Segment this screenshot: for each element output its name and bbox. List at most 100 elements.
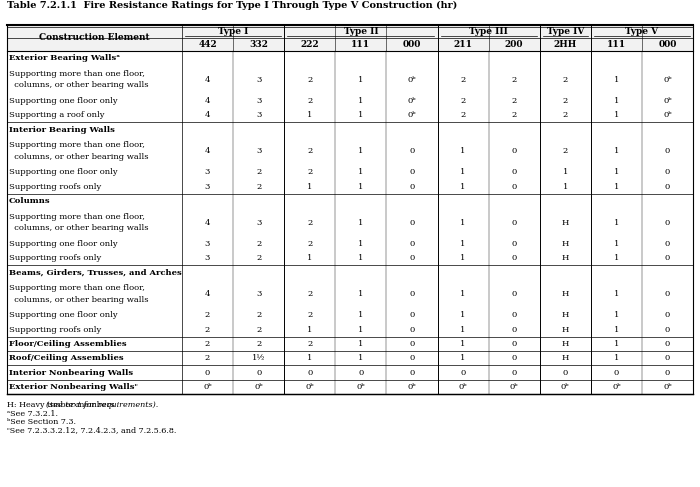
Text: H: H — [561, 340, 569, 348]
Text: 1: 1 — [461, 254, 466, 262]
Text: 2: 2 — [307, 147, 312, 155]
Text: 0: 0 — [665, 369, 670, 376]
Text: 0: 0 — [410, 369, 414, 376]
Text: 3: 3 — [256, 75, 261, 84]
Text: 2: 2 — [256, 326, 261, 334]
Text: 1: 1 — [461, 147, 466, 155]
Bar — [7, 25, 693, 51]
Text: 0: 0 — [461, 369, 466, 376]
Text: H: H — [561, 354, 569, 362]
Text: (see text for requirements).: (see text for requirements). — [46, 401, 158, 409]
Text: 2: 2 — [512, 75, 517, 84]
Text: 0: 0 — [665, 183, 670, 191]
Text: Supporting one floor only: Supporting one floor only — [9, 97, 118, 105]
Text: 2: 2 — [512, 112, 517, 119]
Text: 0: 0 — [512, 311, 517, 319]
Text: H: H — [561, 290, 569, 298]
Text: 2: 2 — [563, 75, 568, 84]
Text: 2: 2 — [205, 354, 210, 362]
Text: Supporting one floor only: Supporting one floor only — [9, 311, 118, 319]
Text: 2: 2 — [307, 97, 312, 105]
Text: Supporting roofs only: Supporting roofs only — [9, 326, 101, 334]
Text: 0: 0 — [410, 240, 414, 248]
Text: Supporting more than one floor,: Supporting more than one floor, — [9, 284, 145, 292]
Text: 1: 1 — [614, 183, 619, 191]
Text: Interior Nonbearing Walls: Interior Nonbearing Walls — [9, 369, 133, 376]
Text: 0: 0 — [410, 169, 414, 176]
Text: Beams, Girders, Trusses, and Arches: Beams, Girders, Trusses, and Arches — [9, 268, 182, 277]
Text: 1: 1 — [614, 340, 619, 348]
Text: 1: 1 — [358, 219, 363, 226]
Text: Columns: Columns — [9, 197, 50, 205]
Text: Exterior Nonbearing Wallsᶜ: Exterior Nonbearing Wallsᶜ — [9, 383, 138, 391]
Text: 0: 0 — [665, 254, 670, 262]
Text: 2: 2 — [563, 112, 568, 119]
Text: Supporting more than one floor,: Supporting more than one floor, — [9, 213, 145, 221]
Text: 0: 0 — [665, 354, 670, 362]
Text: 0: 0 — [665, 311, 670, 319]
Text: 0: 0 — [665, 340, 670, 348]
Text: 2: 2 — [205, 311, 210, 319]
Text: 1: 1 — [614, 354, 619, 362]
Text: 0: 0 — [410, 311, 414, 319]
Text: 1: 1 — [614, 254, 619, 262]
Text: Supporting a roof only: Supporting a roof only — [9, 112, 104, 119]
Text: 1: 1 — [358, 326, 363, 334]
Text: 3: 3 — [205, 183, 210, 191]
Text: 3: 3 — [256, 290, 261, 298]
Text: 0ᵇ: 0ᵇ — [663, 75, 672, 84]
Text: 0: 0 — [512, 254, 517, 262]
Text: 0: 0 — [410, 183, 414, 191]
Text: 3: 3 — [256, 219, 261, 226]
Text: 1: 1 — [614, 97, 619, 105]
Text: 3: 3 — [256, 147, 261, 155]
Text: columns, or other bearing walls: columns, or other bearing walls — [9, 153, 148, 161]
Text: 0: 0 — [512, 354, 517, 362]
Text: columns, or other bearing walls: columns, or other bearing walls — [9, 296, 148, 304]
Text: 0ᵇ: 0ᵇ — [663, 383, 672, 391]
Text: Supporting more than one floor,: Supporting more than one floor, — [9, 141, 145, 150]
Text: 0: 0 — [410, 340, 414, 348]
Text: 0ᵇ: 0ᵇ — [305, 383, 314, 391]
Text: Type III: Type III — [469, 27, 508, 36]
Text: 0: 0 — [410, 326, 414, 334]
Text: Supporting roofs only: Supporting roofs only — [9, 183, 101, 191]
Text: 1: 1 — [358, 340, 363, 348]
Text: 1: 1 — [461, 311, 466, 319]
Text: Construction Element: Construction Element — [39, 34, 150, 42]
Text: 4: 4 — [205, 147, 210, 155]
Text: 1: 1 — [614, 75, 619, 84]
Text: columns, or other bearing walls: columns, or other bearing walls — [9, 81, 148, 89]
Text: 2: 2 — [205, 326, 210, 334]
Text: Supporting more than one floor,: Supporting more than one floor, — [9, 70, 145, 78]
Text: H: H — [561, 254, 569, 262]
Text: 0ᵇ: 0ᵇ — [663, 97, 672, 105]
Text: Table 7.2.1.1  Fire Resistance Ratings for Type I Through Type V Construction (h: Table 7.2.1.1 Fire Resistance Ratings fo… — [7, 1, 457, 10]
Text: 2: 2 — [461, 97, 466, 105]
Text: H: H — [561, 219, 569, 226]
Text: 111: 111 — [351, 40, 370, 49]
Text: Type I: Type I — [218, 27, 248, 36]
Text: H: H — [561, 311, 569, 319]
Text: ᵇSee Section 7.3.: ᵇSee Section 7.3. — [7, 418, 76, 426]
Text: 1: 1 — [358, 354, 363, 362]
Text: 211: 211 — [454, 40, 473, 49]
Text: 0: 0 — [512, 147, 517, 155]
Text: Type II: Type II — [344, 27, 378, 36]
Text: 1: 1 — [563, 183, 568, 191]
Text: 1: 1 — [614, 326, 619, 334]
Text: 0: 0 — [512, 369, 517, 376]
Text: 1: 1 — [461, 354, 466, 362]
Text: 1: 1 — [307, 354, 312, 362]
Text: 0: 0 — [256, 369, 261, 376]
Text: 1: 1 — [461, 183, 466, 191]
Text: H: H — [561, 240, 569, 248]
Text: 1: 1 — [358, 254, 363, 262]
Text: 4: 4 — [205, 219, 210, 226]
Text: 2: 2 — [307, 169, 312, 176]
Text: 2: 2 — [563, 97, 568, 105]
Text: 0: 0 — [410, 147, 414, 155]
Text: 332: 332 — [249, 40, 268, 49]
Text: 3: 3 — [205, 240, 210, 248]
Text: 2: 2 — [461, 112, 466, 119]
